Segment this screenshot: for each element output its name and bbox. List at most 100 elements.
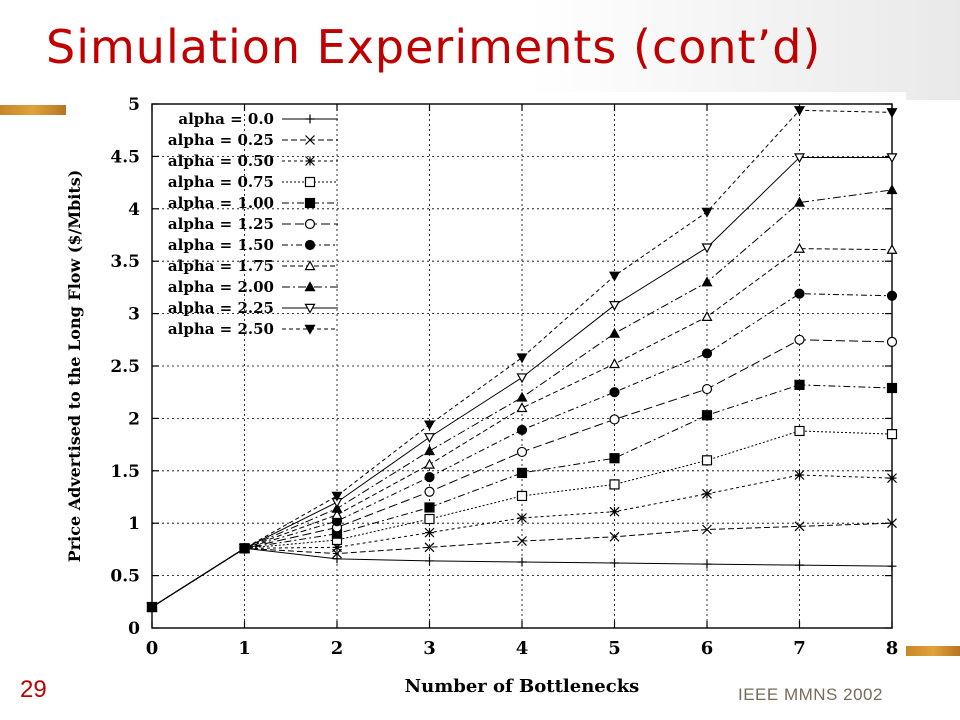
- legend-marker: [305, 114, 315, 124]
- data-point: [517, 513, 527, 523]
- data-point: [887, 561, 897, 571]
- data-point: [424, 513, 435, 525]
- chart-area: 0 1 2 3 4 5 6 7 8 0 0.5 1 1.5 2 2.5 3 3.5 4 4.5 5 Number of …: [66, 92, 906, 696]
- legend-label: alpha = 1.75: [168, 257, 274, 275]
- legend-marker: [305, 135, 315, 145]
- y-tick-label: 3.5: [110, 252, 140, 272]
- series-10: [146, 106, 898, 613]
- data-point: [794, 334, 805, 345]
- data-point: [516, 424, 528, 436]
- data-point: [794, 379, 805, 390]
- data-point: [887, 518, 897, 529]
- legend-label: alpha = 1.25: [168, 215, 274, 233]
- data-point: [886, 184, 898, 195]
- x-tick-label: 6: [701, 638, 714, 659]
- legend-label: alpha = 0.25: [168, 131, 274, 149]
- data-point: [516, 446, 528, 458]
- legend-marker: [304, 303, 316, 314]
- data-point: [794, 470, 805, 480]
- x-tick-label: 4: [516, 638, 529, 659]
- x-tick-label: 0: [146, 638, 159, 659]
- data-point: [702, 488, 712, 499]
- legend-marker: [304, 218, 316, 230]
- data-point: [331, 509, 343, 520]
- y-tick-label: 1: [128, 514, 140, 534]
- data-point: [701, 276, 713, 287]
- data-point: [332, 542, 342, 553]
- legend-label: alpha = 2.25: [168, 299, 274, 317]
- data-point: [701, 243, 713, 254]
- series-line: [151, 547, 893, 608]
- data-point: [423, 433, 436, 443]
- x-tick-label: 2: [331, 638, 344, 659]
- data-point: [424, 486, 435, 497]
- data-point: [238, 544, 251, 555]
- x-tick-label: 1: [238, 638, 251, 659]
- x-axis-label: Number of Bottlenecks: [405, 676, 640, 696]
- legend-label: alpha = 2.50: [168, 320, 274, 338]
- data-point: [701, 311, 713, 321]
- data-point: [794, 425, 805, 437]
- title-background: [0, 0, 960, 100]
- data-point: [610, 558, 619, 568]
- data-point: [793, 153, 806, 164]
- data-point: [794, 288, 805, 299]
- data-point: [146, 602, 158, 613]
- x-tick-label: 5: [608, 638, 621, 659]
- legend-marker: [304, 324, 316, 335]
- legend-label: alpha = 0.75: [168, 173, 274, 191]
- data-point: [609, 531, 620, 542]
- data-point: [887, 473, 897, 484]
- y-tick-label: 4: [128, 200, 140, 220]
- data-point: [886, 429, 898, 440]
- y-tick-label: 2.5: [110, 357, 140, 377]
- data-point: [609, 387, 620, 398]
- data-point: [793, 196, 806, 207]
- legend-label: alpha = 0.0: [178, 110, 274, 128]
- legend-label: alpha = 2.00: [168, 278, 274, 296]
- data-point: [424, 471, 435, 483]
- data-point: [516, 373, 528, 384]
- legend-label: alpha = 0.50: [168, 152, 274, 170]
- data-point: [701, 410, 713, 421]
- data-point: [423, 445, 436, 456]
- data-point: [516, 467, 528, 478]
- data-point: [886, 153, 898, 164]
- y-tick-label: 4.5: [110, 147, 140, 167]
- legend-label: alpha = 1.00: [168, 194, 274, 212]
- slide-title: Simulation Experiments (cont’d): [46, 20, 822, 74]
- data-point: [516, 391, 528, 402]
- data-point: [701, 207, 713, 218]
- data-point: [608, 358, 621, 369]
- y-tick-label: 0: [128, 619, 140, 639]
- data-point: [608, 301, 621, 311]
- data-point: [886, 336, 898, 347]
- legend-marker: [305, 156, 315, 166]
- y-tick-label: 2: [128, 409, 140, 429]
- data-point: [702, 524, 712, 535]
- series-line: [151, 248, 893, 608]
- data-point: [517, 557, 527, 567]
- series-line: [151, 293, 893, 608]
- data-point: [795, 560, 804, 570]
- series-line: [151, 189, 893, 608]
- x-tick-label: 8: [886, 638, 899, 659]
- data-point: [702, 559, 712, 569]
- line-chart: 0 1 2 3 4 5 6 7 8 0 0.5 1 1.5 2 2.5 3 3.5 4 4.5 5 Number of …: [66, 95, 899, 696]
- y-axis-label: Price Advertised to the Long Flow ($/Mbi…: [66, 170, 84, 563]
- data-point: [609, 453, 620, 464]
- data-point: [517, 536, 527, 546]
- data-point: [886, 382, 898, 394]
- legend-marker: [304, 239, 316, 251]
- footer-text: IEEE MMNS 2002: [738, 685, 883, 704]
- data-point: [701, 348, 713, 359]
- x-tick-label: 7: [793, 638, 806, 659]
- data-point: [886, 290, 898, 301]
- data-point: [423, 458, 436, 469]
- legend-marker: [304, 260, 316, 271]
- data-point: [609, 506, 620, 517]
- x-tick-label: 3: [423, 638, 436, 659]
- data-point: [609, 479, 620, 490]
- decorative-bar-left: [0, 105, 66, 115]
- y-tick-label: 5: [128, 95, 140, 115]
